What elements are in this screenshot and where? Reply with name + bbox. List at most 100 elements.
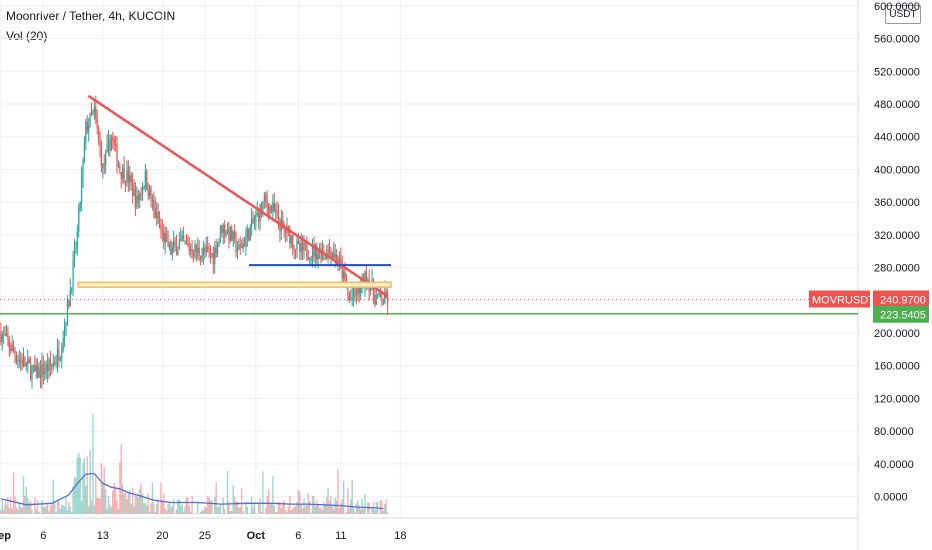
volume-bar bbox=[351, 480, 353, 514]
candle-body bbox=[167, 235, 169, 247]
candle-body bbox=[214, 247, 216, 264]
volume-bar bbox=[8, 507, 11, 514]
candle-body bbox=[355, 293, 358, 296]
volume-bar bbox=[146, 505, 148, 514]
candle-body bbox=[35, 364, 37, 372]
grid bbox=[0, 0, 858, 518]
volume-bar bbox=[283, 500, 285, 514]
volume-bar bbox=[307, 492, 309, 514]
candle-body bbox=[207, 246, 209, 250]
candle-body bbox=[232, 231, 234, 241]
volume-bar bbox=[38, 511, 40, 514]
volume-bar bbox=[126, 499, 128, 514]
volume-bar bbox=[225, 513, 227, 515]
volume-bar bbox=[65, 496, 67, 514]
candle-body bbox=[217, 242, 219, 254]
candle-body bbox=[200, 255, 202, 260]
support-price-badge: 223.5405 bbox=[873, 305, 929, 323]
candle-body bbox=[88, 125, 90, 132]
volume-bar bbox=[222, 497, 224, 514]
candle-body bbox=[154, 208, 156, 219]
candle-body bbox=[106, 144, 108, 153]
volume-bar bbox=[276, 511, 278, 514]
volume-bar bbox=[274, 512, 277, 514]
volume-bar bbox=[317, 504, 319, 514]
volume-bar bbox=[32, 513, 35, 515]
candle-body bbox=[18, 359, 20, 361]
volume-bar bbox=[75, 477, 77, 514]
volume-bar bbox=[174, 513, 176, 514]
candle-body bbox=[137, 195, 139, 201]
candle-body bbox=[183, 235, 185, 242]
candle-body bbox=[113, 139, 115, 145]
volume-bar bbox=[344, 513, 346, 514]
svg-text:240.9700: 240.9700 bbox=[880, 294, 926, 306]
volume-indicator-label[interactable]: Vol (20) bbox=[6, 29, 48, 43]
price-tick-label: 40.0000 bbox=[874, 459, 914, 471]
candle-body bbox=[110, 137, 112, 151]
candle-body bbox=[205, 246, 207, 253]
volume-bar bbox=[228, 501, 230, 514]
volume-bar bbox=[76, 457, 79, 514]
candle-body bbox=[38, 367, 40, 378]
volume-bar bbox=[310, 512, 312, 514]
volume-bar bbox=[150, 503, 152, 514]
volume-bar bbox=[100, 463, 103, 514]
volume-bar bbox=[29, 500, 32, 514]
candle-body bbox=[86, 121, 88, 132]
volume-bar bbox=[246, 507, 249, 514]
volume-bar bbox=[151, 482, 154, 514]
volume-bar bbox=[14, 497, 16, 514]
descending-trendline[interactable] bbox=[87, 94, 389, 298]
volume-bar bbox=[72, 485, 74, 514]
time-tick-label: 18 bbox=[394, 530, 406, 542]
candle-body bbox=[252, 218, 254, 223]
candle-body bbox=[357, 285, 359, 296]
volume-bar bbox=[51, 504, 53, 514]
candle-body bbox=[224, 225, 226, 236]
candle-body bbox=[10, 347, 12, 351]
candle-body bbox=[44, 370, 46, 375]
candle-body bbox=[116, 144, 118, 167]
volume-bar bbox=[194, 512, 196, 514]
volume-bar bbox=[66, 510, 69, 514]
candle-body bbox=[15, 355, 18, 362]
candle-body bbox=[236, 250, 239, 253]
candle-body bbox=[75, 247, 77, 249]
candle-body bbox=[297, 241, 299, 245]
volume-bar bbox=[178, 498, 181, 514]
candle-body bbox=[229, 226, 231, 241]
volume-bar bbox=[260, 512, 263, 514]
candle-body bbox=[107, 139, 110, 145]
time-tick-label: Sep bbox=[0, 530, 11, 542]
volume-bar bbox=[335, 500, 338, 514]
candle-body bbox=[122, 167, 124, 179]
horizontal-zone[interactable] bbox=[77, 281, 392, 288]
volume-bar bbox=[155, 503, 158, 514]
candle-body bbox=[249, 226, 251, 241]
candle-body bbox=[197, 247, 199, 253]
volume-bar bbox=[136, 495, 138, 514]
candle-body bbox=[198, 247, 200, 256]
volume-bar bbox=[321, 509, 324, 514]
candle-body bbox=[358, 285, 360, 294]
candle-body bbox=[378, 290, 380, 294]
volume-bar bbox=[212, 513, 215, 515]
candle-body bbox=[175, 244, 178, 255]
volume-bar bbox=[83, 457, 86, 514]
candle-body bbox=[303, 243, 305, 251]
volume-bar bbox=[201, 509, 203, 514]
price-tick-label: 560.0000 bbox=[874, 34, 920, 46]
volume-bar bbox=[218, 506, 220, 514]
volume-bar bbox=[311, 496, 314, 514]
volume-bar bbox=[99, 498, 101, 514]
candle-body bbox=[144, 170, 146, 188]
volume-bar bbox=[195, 513, 198, 515]
volume-bar bbox=[361, 498, 363, 514]
candle-body bbox=[105, 152, 107, 166]
candle-body bbox=[109, 139, 111, 151]
currency-badge[interactable]: USDT bbox=[885, 5, 921, 24]
candle-body bbox=[71, 287, 73, 290]
candle-body bbox=[78, 208, 80, 232]
